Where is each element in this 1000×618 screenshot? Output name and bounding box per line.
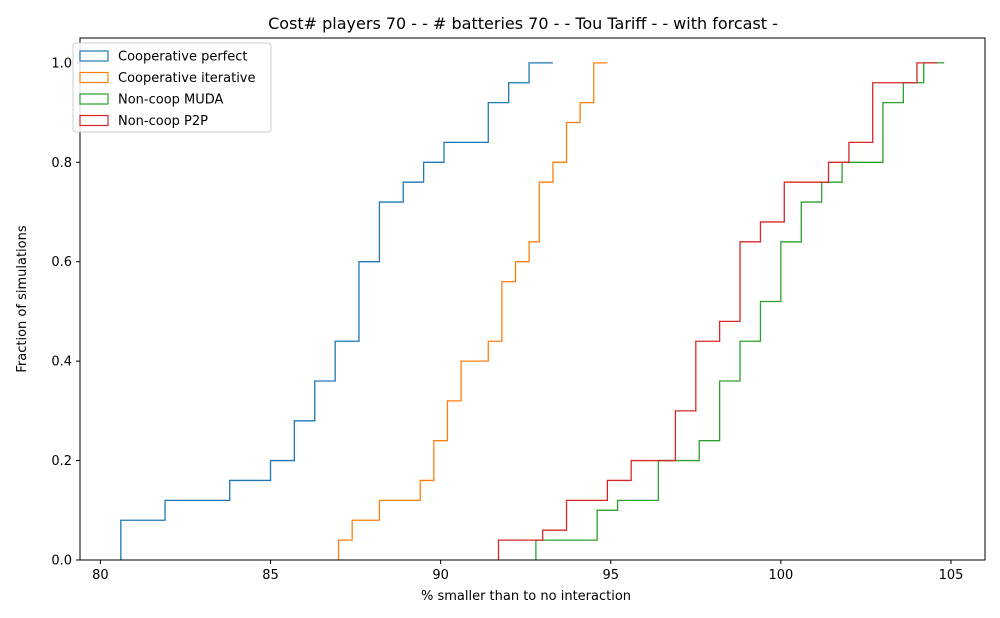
legend-label-4: Non-coop P2P (118, 114, 208, 129)
series-4-step-line (497, 62, 938, 560)
plot-frame (79, 37, 986, 561)
x-tick-label: 80 (92, 568, 109, 583)
y-tick-label: 0.2 (51, 454, 72, 469)
legend-label-3: Non-coop MUDA (118, 93, 224, 108)
y-tick-label: 0.0 (51, 554, 72, 569)
legend-swatch-2 (79, 71, 109, 84)
x-tick-label: 90 (432, 568, 449, 583)
x-tick-label: 85 (262, 568, 279, 583)
x-tick-label: 100 (768, 568, 793, 583)
y-tick-label: 0.6 (51, 255, 72, 270)
legend-label-2: Cooperative iterative (118, 71, 256, 86)
y-tick-label: 0.4 (51, 355, 72, 370)
legend-label-1: Cooperative perfect (118, 50, 248, 65)
y-axis-label: Fraction of simulations (15, 225, 30, 372)
y-tick-label: 0.8 (51, 156, 72, 171)
x-axis-label: % smaller than to no interaction (421, 589, 631, 604)
legend: Cooperative perfect Cooperative iterative… (72, 42, 272, 133)
y-axis: 0.0 0.2 0.4 0.6 0.8 1.0 (51, 56, 80, 569)
y-tick-label: 1.0 (51, 56, 72, 71)
series-2-step-line (337, 62, 608, 560)
legend-swatch-1 (79, 50, 109, 62)
x-tick-label: 105 (939, 568, 964, 583)
x-axis: 80 85 90 95 100 105 (92, 560, 963, 583)
legend-box (72, 42, 272, 133)
plot-area (120, 62, 945, 560)
chart-title: Cost# players 70 - - # batteries 70 - - … (268, 14, 778, 33)
x-tick-label: 95 (602, 568, 619, 583)
legend-swatch-4 (79, 114, 109, 127)
series-3-step-line (535, 62, 945, 560)
legend-swatch-3 (79, 93, 109, 105)
series-1-step-line (120, 62, 553, 560)
